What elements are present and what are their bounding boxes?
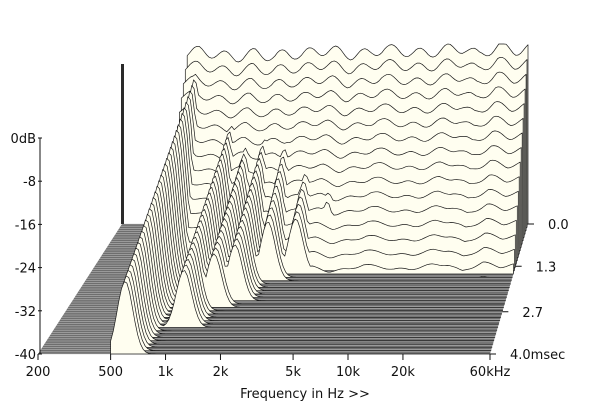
x-axis-ticks: 200 500 1k 2k 5k 10k 20k 60kHz bbox=[26, 354, 511, 380]
z-tick-label: 1.3 bbox=[536, 260, 557, 275]
y-tick-label: -40 bbox=[15, 348, 36, 363]
decay-slice bbox=[122, 247, 497, 335]
x-tick-label: 20k bbox=[391, 365, 416, 380]
decay-slice bbox=[125, 236, 499, 328]
z-tick-label: 0.0 bbox=[548, 218, 569, 233]
y-tick-label: 0dB bbox=[11, 132, 36, 147]
left-wall bbox=[121, 64, 124, 224]
z-axis-ticks: 0.0 1.3 2.7 4.0msec bbox=[490, 218, 569, 363]
x-tick-label: 1k bbox=[158, 365, 174, 380]
decay-slices bbox=[110, 43, 529, 355]
x-axis-title: Frequency in Hz >> bbox=[240, 387, 370, 402]
decay-slice bbox=[129, 225, 501, 322]
x-tick-label: 2k bbox=[213, 365, 229, 380]
y-tick-label: -8 bbox=[23, 175, 36, 190]
z-tick-label: 4.0msec bbox=[510, 348, 565, 363]
decay-slice bbox=[139, 197, 505, 305]
decay-slice bbox=[127, 230, 500, 325]
decay-slice bbox=[124, 242, 498, 332]
y-axis-ticks: 0dB -8 -16 -24 -32 -40 bbox=[11, 132, 42, 363]
z-tick-label: 2.7 bbox=[522, 306, 543, 321]
decay-slice bbox=[141, 191, 506, 302]
decay-slice bbox=[112, 275, 492, 352]
y-tick-label: -24 bbox=[15, 262, 36, 277]
decay-slice bbox=[116, 264, 494, 345]
x-tick-label: 10k bbox=[336, 365, 361, 380]
decay-slice bbox=[135, 208, 504, 312]
y-tick-label: -32 bbox=[15, 305, 36, 320]
decay-slice bbox=[110, 281, 491, 355]
decay-slice bbox=[137, 202, 504, 308]
decay-slice bbox=[131, 219, 502, 318]
decay-slice bbox=[133, 214, 503, 315]
x-tick-label: 60kHz bbox=[470, 365, 511, 380]
decay-slice bbox=[120, 253, 496, 338]
x-tick-label: 200 bbox=[26, 365, 51, 380]
decay-slice bbox=[118, 258, 495, 342]
y-tick-label: -16 bbox=[15, 218, 36, 233]
x-tick-label: 500 bbox=[98, 365, 123, 380]
x-tick-label: 5k bbox=[285, 365, 301, 380]
decay-slice bbox=[114, 270, 493, 348]
